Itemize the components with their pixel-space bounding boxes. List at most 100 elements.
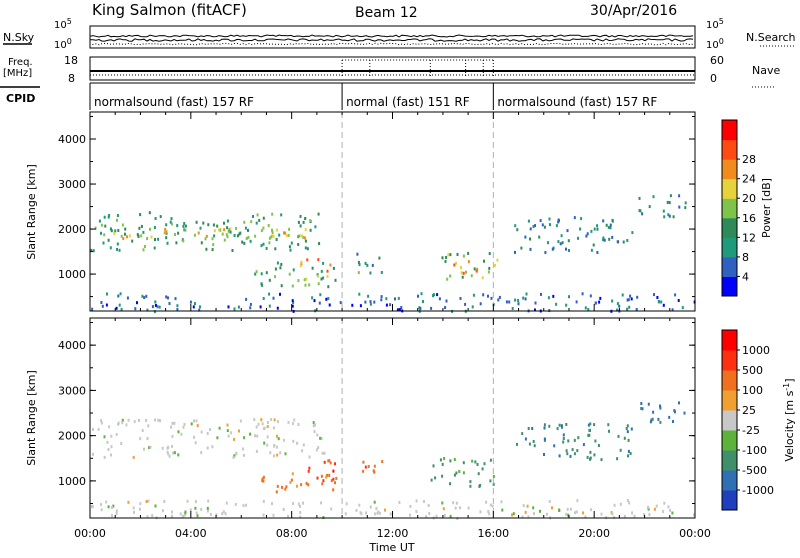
echo-cell [527,427,530,430]
echo-cell [485,500,488,504]
echo-cell [261,283,264,287]
echo-cell [164,228,167,231]
echo-cell [284,231,287,235]
echo-cell [562,440,565,444]
echo-cell [168,454,171,458]
echo-cell [299,511,302,514]
echo-cell [488,252,491,256]
echo-cell [113,232,116,236]
echo-cell [271,231,274,235]
colorbar-tick-label: 4 [742,270,749,283]
echo-cell [617,240,620,244]
y-tick-label: 1000 [58,268,86,281]
echo-cell [151,305,154,309]
echo-cell [91,307,94,311]
echo-cell [672,420,674,423]
echo-cell [122,237,125,241]
echo-cell [420,292,423,296]
echo-cell [593,227,596,231]
echo-cell [157,237,160,241]
echo-cell [126,235,128,239]
x-tick-label: 12:00 [377,527,409,540]
echo-cell [266,435,269,439]
echo-cell [490,296,493,300]
echo-cell [453,473,456,477]
echo-cell [120,308,123,311]
echo-cell [226,423,229,427]
echo-cell [127,500,130,504]
echo-cell [114,229,117,233]
echo-cell [666,200,669,204]
echo-cell [602,238,605,242]
echo-cell [547,296,550,300]
echo-cell [184,224,187,228]
echo-cell [146,308,149,312]
echo-cell [107,505,110,509]
echo-cell [297,502,300,506]
echo-cell [521,515,524,519]
echo-cell [609,226,612,230]
echo-cell [116,242,119,246]
echo-cell [202,221,205,225]
echo-cell [544,251,547,254]
echo-cell [299,504,301,508]
echo-cell [522,504,525,508]
echo-cell [118,303,121,307]
echo-cell [394,297,396,301]
echo-cell [326,474,328,477]
echo-cell [594,439,597,443]
colorbar-swatch [722,159,737,180]
y-tick-label: 4000 [58,339,86,352]
echo-cell [366,263,369,267]
echo-cell [362,469,365,473]
echo-cell [356,252,359,256]
colorbar-tick-label: 24 [742,173,756,186]
echo-cell [425,515,428,519]
echo-cell [600,458,603,462]
power-frame [89,111,696,312]
echo-cell [313,299,316,303]
echo-cell [138,226,141,230]
echo-cell [567,239,570,243]
echo-cell [302,235,305,239]
echo-cell [455,501,458,505]
echo-cell [276,228,278,232]
echo-cell [659,420,662,424]
echo-cell [460,271,463,275]
echo-cell [120,234,123,238]
colorbar-swatch [722,470,737,491]
echo-cell [206,509,209,513]
echo-cell [161,446,164,450]
echo-cell [377,510,380,514]
echo-cell [517,299,520,302]
echo-cell [487,509,490,513]
echo-cell [657,300,660,303]
echo-cell [385,303,388,307]
echo-cell [287,420,290,424]
colorbar-swatch [722,410,737,431]
echo-cell [90,248,93,252]
y-tick-label: 3000 [58,384,86,397]
echo-cell [266,421,269,424]
echo-cell [369,300,372,304]
echo-cell [271,502,273,506]
echo-cell [576,449,579,453]
echo-cell [143,245,146,248]
echo-cell [225,501,228,505]
colorbar-swatch [722,256,737,277]
echo-cell [110,229,113,233]
echo-cell [176,304,179,308]
echo-cell [587,423,590,427]
echo-cell [668,214,671,218]
echo-cell [569,507,572,511]
echo-cell [205,247,208,251]
echo-cell [260,282,263,286]
echo-cell [124,232,126,236]
echo-cell [215,513,218,517]
nsky-panel: N.Sky 105 100 105 100 N.Search [3,17,796,51]
echo-cell [263,426,266,430]
echo-cell [357,271,360,275]
echo-cell [677,299,680,302]
echo-cell [611,299,614,303]
echo-cell [116,214,119,217]
